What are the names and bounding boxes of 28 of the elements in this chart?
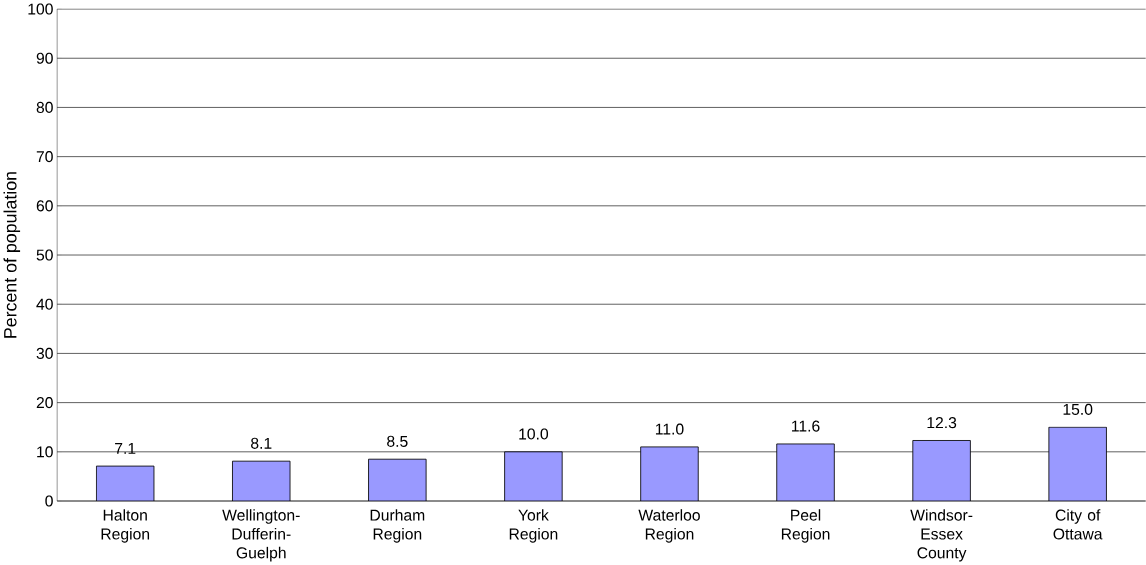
data-label: 8.5: [387, 435, 408, 447]
y-tick-label: 10: [37, 446, 53, 458]
x-tick-label: Windsor-Essex County: [910, 509, 973, 562]
y-tick-label: 100: [28, 3, 53, 15]
y-tick-label: 50: [36, 249, 53, 261]
data-label: 10.0: [519, 428, 549, 440]
data-label: 11.6: [792, 420, 820, 432]
y-tick-label: 90: [36, 52, 53, 64]
y-tick-label: 70: [36, 151, 53, 163]
y-tick-label: 40: [36, 298, 53, 310]
data-label: 15.0: [1063, 403, 1093, 415]
x-tick-label: City of Ottawa: [1053, 509, 1103, 540]
x-tick-label: Durham Region: [370, 509, 425, 543]
x-tick-label: Waterloo Region: [638, 509, 700, 543]
x-tick-label: Halton Region: [101, 509, 150, 543]
y-tick-label: 80: [36, 101, 53, 113]
x-tick-label: Peel Region: [781, 509, 830, 543]
data-label: 11.0: [655, 423, 684, 435]
x-tick-label: Wellington-Dufferin-Guelph: [222, 509, 300, 562]
y-tick-label: 0: [45, 495, 53, 507]
data-label: 12.3: [927, 417, 957, 429]
data-label: 7.1: [115, 443, 136, 454]
y-tick-label: 60: [36, 200, 53, 212]
y-tick-label: 20: [36, 397, 53, 409]
x-tick-label: York Region: [509, 509, 558, 543]
y-axis-title: Percent of population: [3, 172, 21, 338]
y-tick-label: 30: [36, 347, 53, 359]
data-label: 8.1: [251, 437, 272, 449]
